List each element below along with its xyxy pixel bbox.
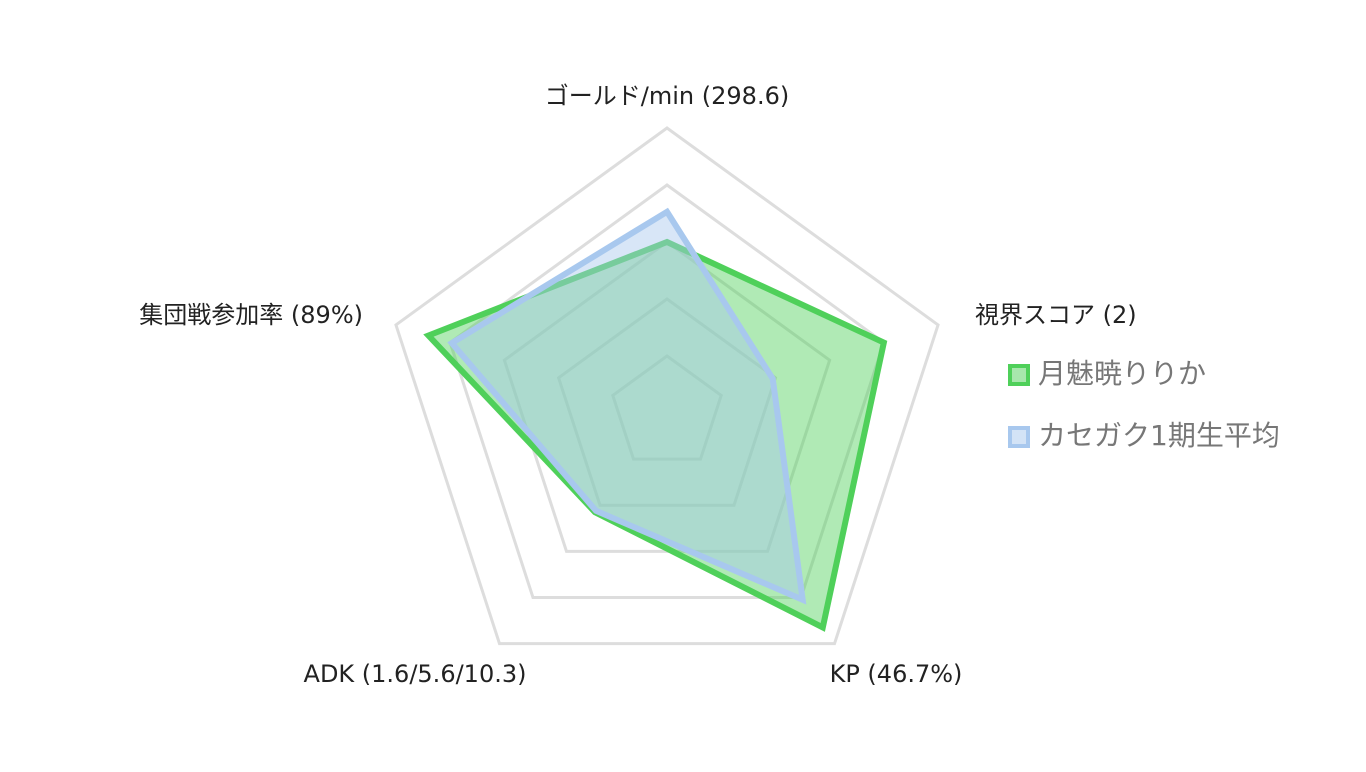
- grid-ring: [394, 126, 940, 646]
- axis-label: 視界スコア (2): [975, 301, 1137, 329]
- grid-ring: [448, 183, 886, 599]
- legend-swatch: [1008, 364, 1030, 386]
- legend-label: 月魅暁りりか: [1038, 357, 1206, 390]
- axis-label: ゴールド/min (298.6): [545, 82, 789, 110]
- axis-label: KP (46.7%): [830, 660, 963, 688]
- axis-label: ADK (1.6/5.6/10.3): [304, 660, 527, 688]
- grid-ring: [611, 354, 723, 461]
- legend-swatch: [1008, 426, 1030, 448]
- grid-ring: [556, 297, 778, 507]
- series-area: [423, 238, 888, 632]
- series-area: [447, 207, 807, 605]
- axis-label: 集団戦参加率 (89%): [139, 301, 363, 329]
- legend-label: カセガク1期生平均: [1038, 419, 1280, 452]
